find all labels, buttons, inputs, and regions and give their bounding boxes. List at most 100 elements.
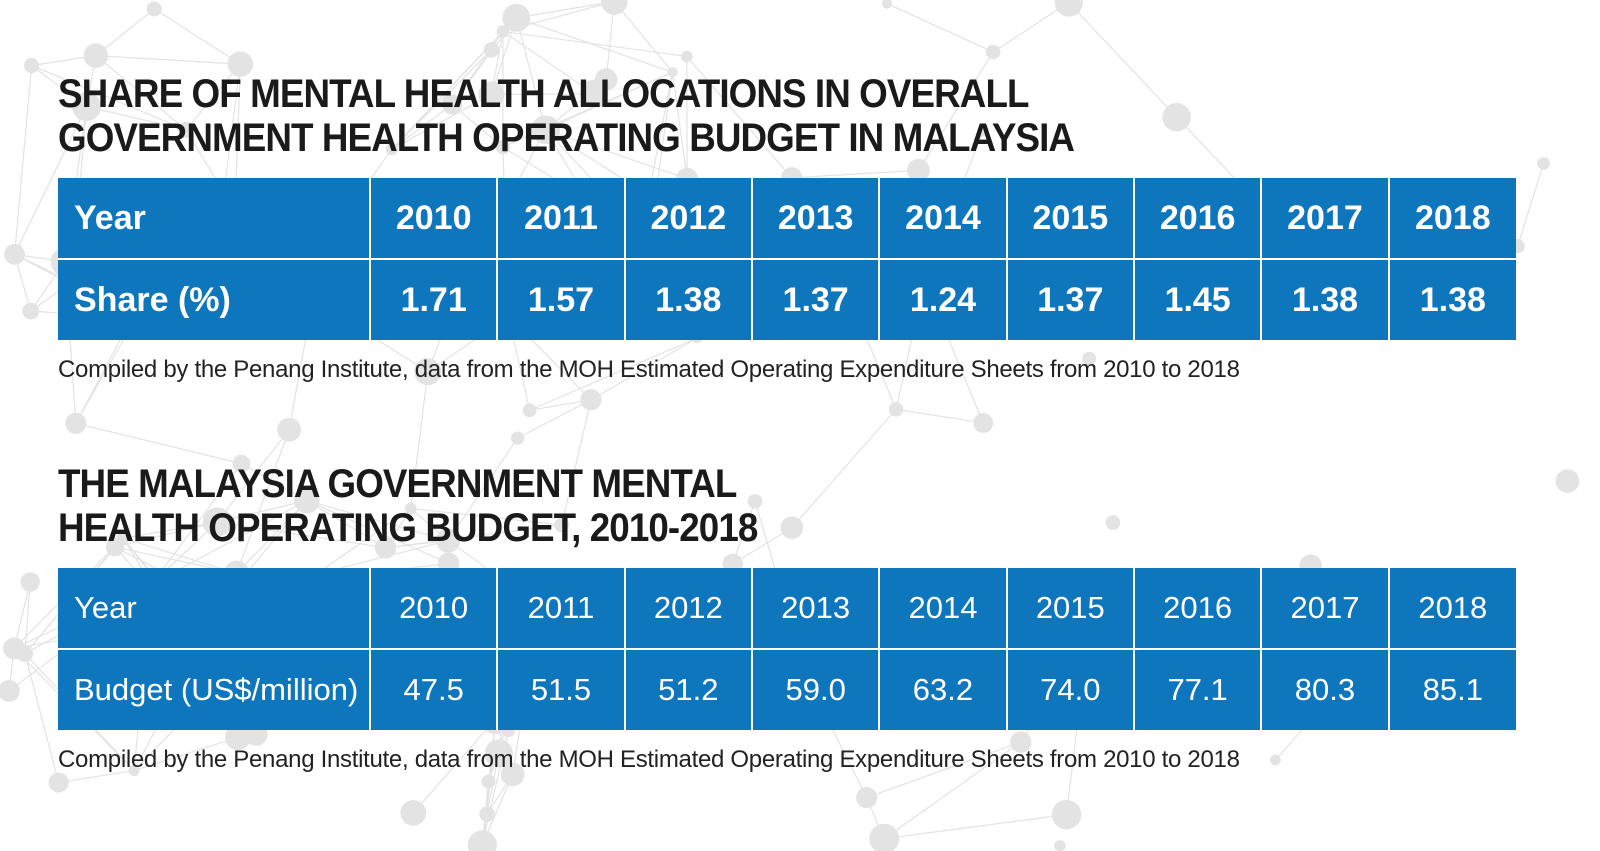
network-line xyxy=(24,653,60,783)
share-year-2015: 2015 xyxy=(1005,178,1135,260)
network-node xyxy=(510,431,525,445)
network-line xyxy=(502,71,673,148)
network-node xyxy=(4,243,25,265)
network-node xyxy=(888,402,904,417)
network-node xyxy=(202,507,232,537)
budget-value-2011: 51.5 xyxy=(496,648,626,730)
network-line xyxy=(992,2,1070,53)
network-node xyxy=(442,94,463,115)
share-value-2010: 1.71 xyxy=(368,258,499,340)
network-line xyxy=(1068,2,1178,118)
network-node xyxy=(747,493,763,509)
network-line xyxy=(516,0,615,19)
network-node xyxy=(1537,157,1550,170)
network-line xyxy=(236,429,290,574)
network-line xyxy=(306,500,449,564)
network-line xyxy=(410,371,429,509)
network-node xyxy=(435,528,461,553)
network-line xyxy=(886,2,994,53)
budget-year-2014: 2014 xyxy=(878,568,1008,650)
network-node xyxy=(856,787,878,809)
network-node xyxy=(479,806,495,822)
network-node xyxy=(225,724,251,751)
network-node xyxy=(500,762,525,787)
network-line xyxy=(216,429,290,523)
network-node xyxy=(1105,515,1121,530)
share-year-2011: 2011 xyxy=(496,178,626,260)
network-line xyxy=(732,527,793,565)
network-line xyxy=(217,521,386,549)
network-line xyxy=(114,521,218,548)
network-line xyxy=(217,499,307,523)
network-node xyxy=(495,140,510,155)
network-node xyxy=(1162,103,1191,132)
network-node xyxy=(681,50,693,63)
share-year-2013: 2013 xyxy=(750,178,881,260)
network-line xyxy=(410,507,562,526)
budget-year-2011: 2011 xyxy=(496,568,626,650)
share-section: SHARE OF MENTAL HEALTH ALLOCATIONS IN OV… xyxy=(58,72,1516,384)
network-line xyxy=(14,106,88,255)
network-node xyxy=(977,124,989,137)
network-line xyxy=(31,64,187,131)
network-node xyxy=(146,1,162,17)
network-line xyxy=(306,500,386,549)
network-node xyxy=(594,68,618,91)
network-node xyxy=(484,739,513,768)
network-line xyxy=(917,51,994,171)
network-node xyxy=(1054,839,1066,851)
budget-table: Year 2010 2011 2012 2013 2014 2015 2016 … xyxy=(58,568,1516,730)
network-line xyxy=(391,93,492,150)
network-node xyxy=(65,412,87,434)
share-value-2013: 1.37 xyxy=(750,258,881,340)
network-line xyxy=(391,49,493,150)
network-line xyxy=(791,408,897,529)
network-node xyxy=(1051,799,1082,830)
network-line xyxy=(866,741,1021,799)
network-node xyxy=(105,537,125,557)
budget-year-2012: 2012 xyxy=(623,568,753,650)
budget-year-2010: 2010 xyxy=(368,568,499,650)
network-line xyxy=(412,718,496,814)
share-table: Year 2010 2011 2012 2013 2014 2015 2016 … xyxy=(58,178,1516,340)
network-line xyxy=(58,770,135,784)
network-line xyxy=(686,56,793,179)
network-node xyxy=(277,417,301,442)
share-year-2017: 2017 xyxy=(1260,178,1390,260)
network-node xyxy=(404,502,417,515)
budget-title-line-2: HEALTH OPERATING BUDGET, 2010-2018 xyxy=(58,506,758,550)
network-line xyxy=(529,337,698,411)
budget-year-2013: 2013 xyxy=(750,568,881,650)
network-node xyxy=(385,142,399,156)
network-node xyxy=(580,389,602,411)
share-value-row: Share (%) 1.71 1.57 1.38 1.37 1.24 1.37 … xyxy=(58,258,1516,340)
budget-value-2017: 80.3 xyxy=(1260,648,1390,730)
network-line xyxy=(13,65,33,255)
network-line xyxy=(895,408,984,424)
network-line xyxy=(123,537,237,574)
budget-value-2016: 77.1 xyxy=(1132,648,1263,730)
budget-section: THE MALAYSIA GOVERNMENT MENTAL HEALTH OP… xyxy=(58,462,1516,774)
network-line xyxy=(13,581,31,649)
network-node xyxy=(554,517,569,533)
network-line xyxy=(502,30,687,58)
network-node xyxy=(483,42,500,58)
network-node xyxy=(400,799,427,826)
budget-year-2015: 2015 xyxy=(1005,568,1135,650)
network-node xyxy=(294,487,320,514)
network-node xyxy=(24,57,40,74)
share-year-2018: 2018 xyxy=(1387,178,1516,260)
share-year-2014: 2014 xyxy=(878,178,1008,260)
network-node xyxy=(232,454,251,473)
network-node xyxy=(467,830,497,851)
network-line xyxy=(613,0,674,73)
network-line xyxy=(671,72,688,179)
network-node xyxy=(128,765,140,777)
budget-value-2015: 74.0 xyxy=(1005,648,1135,730)
share-value-2015: 1.37 xyxy=(1005,258,1135,340)
budget-header-label: Year xyxy=(58,568,371,650)
network-node xyxy=(1054,0,1083,17)
network-line xyxy=(561,399,592,526)
budget-table-title: THE MALAYSIA GOVERNMENT MENTAL HEALTH OP… xyxy=(58,462,1399,550)
share-value-2018: 1.38 xyxy=(1387,258,1516,340)
